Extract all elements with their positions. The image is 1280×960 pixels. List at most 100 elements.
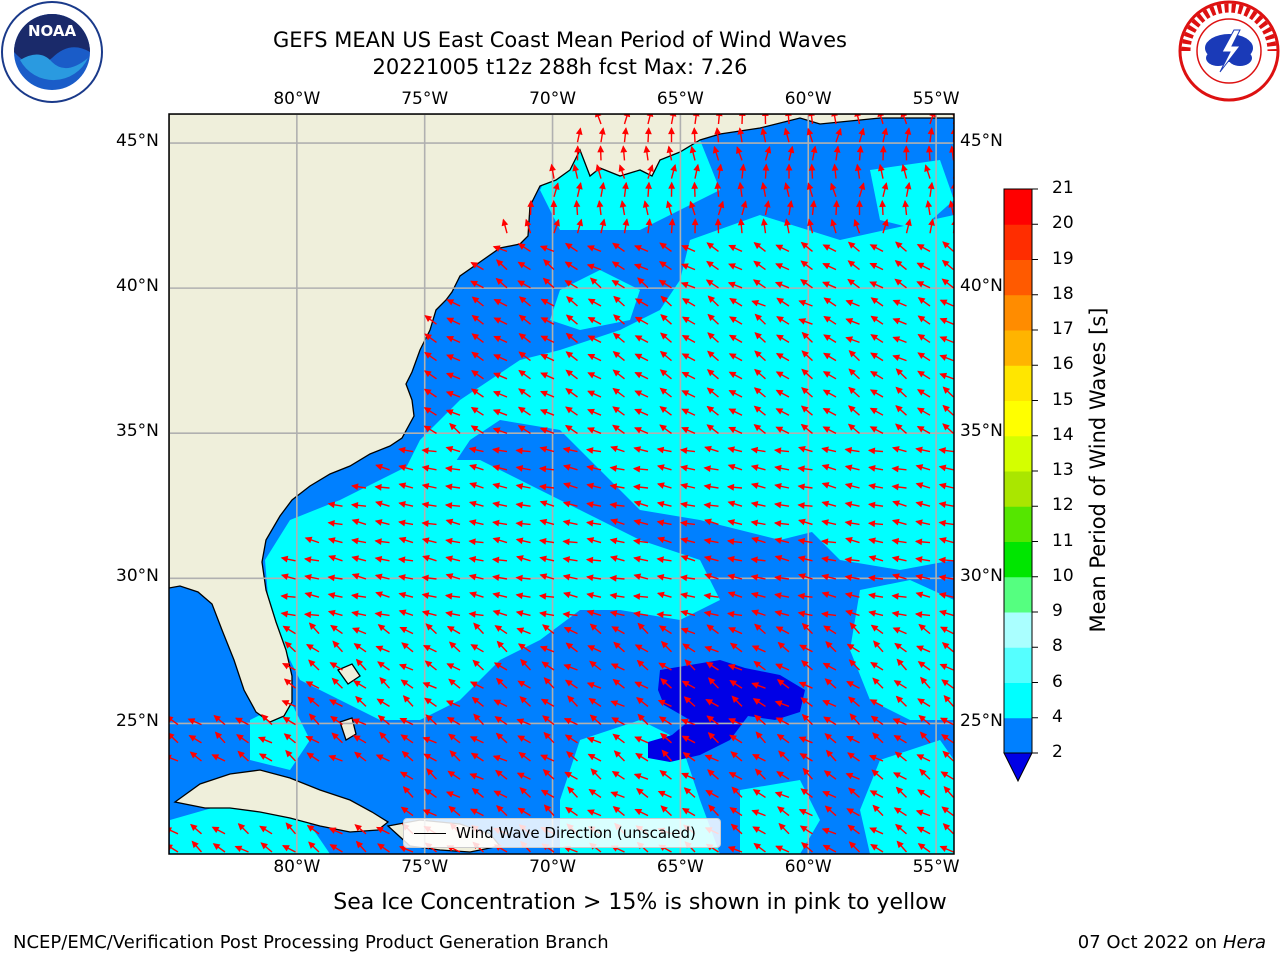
wave-direction-arrowhead bbox=[550, 199, 558, 207]
wave-direction-arrowhead bbox=[470, 280, 478, 288]
wave-direction-arrowhead bbox=[753, 242, 762, 250]
longitude-label-bottom: 60°W bbox=[784, 857, 832, 877]
wave-direction-arrowhead bbox=[703, 483, 712, 491]
wave-direction-arrowhead bbox=[634, 316, 643, 324]
wave-direction-arrowhead bbox=[212, 843, 221, 850]
wave-direction-arrowhead bbox=[421, 592, 430, 599]
wave-direction-arrowhead bbox=[634, 736, 642, 743]
wave-direction-arrowhead bbox=[774, 482, 782, 490]
wave-direction-arrowhead bbox=[610, 663, 619, 670]
wave-direction-arrowhead bbox=[377, 661, 385, 669]
wave-direction-arrowhead bbox=[494, 716, 503, 723]
wave-direction-arrow bbox=[623, 114, 629, 125]
wave-direction-arrow bbox=[670, 114, 675, 125]
wave-direction-arrowhead bbox=[894, 260, 903, 268]
wave-direction-arrowhead bbox=[446, 299, 455, 306]
wave-direction-arrowhead bbox=[895, 423, 903, 431]
wave-direction-arrowhead bbox=[401, 750, 410, 759]
latitude-label-right: 40°N bbox=[960, 276, 1003, 297]
wave-direction-arrow bbox=[810, 114, 814, 125]
wave-direction-arrowhead bbox=[871, 769, 879, 777]
wave-direction-arrowhead bbox=[329, 844, 338, 851]
wave-direction-arrowhead bbox=[740, 200, 748, 209]
colorbar-tick-label: 19 bbox=[1052, 248, 1074, 269]
wave-direction-arrowhead bbox=[564, 261, 573, 269]
wave-direction-arrowhead bbox=[705, 661, 714, 669]
wave-direction-arrowhead bbox=[355, 695, 363, 704]
wave-direction-arrowhead bbox=[714, 181, 722, 190]
wave-direction-arrowhead bbox=[588, 788, 597, 796]
wave-direction-arrowhead bbox=[444, 502, 453, 509]
wave-direction-arrowhead bbox=[590, 768, 598, 776]
wave-direction-arrowhead bbox=[680, 537, 689, 544]
wave-direction-arrow bbox=[856, 114, 861, 125]
wave-direction-arrowhead bbox=[492, 464, 500, 472]
wave-direction-arrowhead bbox=[398, 482, 407, 490]
wave-direction-arrowhead bbox=[728, 426, 737, 434]
wave-direction-arrowhead bbox=[916, 407, 925, 415]
wave-direction-arrowhead bbox=[538, 592, 547, 600]
wave-direction-arrowhead bbox=[776, 316, 784, 323]
wave-direction-arrowhead bbox=[679, 447, 688, 454]
wave-direction-arrowhead bbox=[915, 591, 924, 599]
wave-direction-arrowhead bbox=[681, 335, 690, 342]
wave-direction-arrowhead bbox=[355, 658, 364, 667]
wave-direction-arrowhead bbox=[801, 660, 809, 668]
wave-direction-arrowhead bbox=[941, 806, 950, 814]
wave-direction-arrowhead bbox=[445, 390, 454, 398]
wave-direction-arrowhead bbox=[689, 145, 697, 154]
wave-direction-arrowhead bbox=[562, 519, 571, 527]
wave-direction-arrowhead bbox=[493, 662, 502, 669]
wave-direction-arrowhead bbox=[495, 677, 504, 686]
wave-direction-arrowhead bbox=[610, 791, 619, 798]
wave-direction-arrowhead bbox=[938, 592, 947, 599]
wave-direction-arrowhead bbox=[941, 734, 949, 741]
wave-direction-arrowhead bbox=[682, 643, 691, 651]
wave-direction-arrowhead bbox=[423, 407, 432, 414]
wave-direction-arrowhead bbox=[424, 351, 432, 359]
wave-direction-arrowhead bbox=[821, 591, 830, 598]
wave-direction-arrowhead bbox=[660, 732, 668, 741]
wave-direction-arrowhead bbox=[914, 538, 923, 546]
wave-direction-arrowhead bbox=[939, 354, 948, 361]
wave-direction-arrowhead bbox=[260, 842, 268, 850]
wave-direction-arrowhead bbox=[727, 664, 736, 671]
colorbar-segment bbox=[1004, 330, 1032, 366]
wave-direction-arrowhead bbox=[847, 423, 856, 431]
wave-direction-arrowhead bbox=[612, 242, 620, 250]
wave-direction-arrowhead bbox=[398, 519, 406, 527]
wave-direction-arrowhead bbox=[752, 279, 761, 287]
wave-direction-arrowhead bbox=[778, 750, 786, 758]
wave-direction-arrowhead bbox=[777, 806, 785, 814]
wave-direction-arrowhead bbox=[831, 114, 838, 117]
wave-direction-arrowhead bbox=[846, 681, 854, 688]
wave-direction-arrowhead bbox=[727, 446, 735, 453]
wave-direction-arrowhead bbox=[801, 842, 809, 850]
wave-direction-arrowhead bbox=[751, 645, 760, 652]
wave-direction-arrowhead bbox=[539, 537, 547, 545]
producer-credit: NCEP/EMC/Verification Post Processing Pr… bbox=[13, 932, 609, 953]
wave-direction-arrowhead bbox=[915, 482, 924, 489]
wave-direction-arrowhead bbox=[425, 623, 433, 631]
wave-direction-arrowhead bbox=[798, 809, 807, 816]
wave-direction-arrow bbox=[169, 717, 179, 726]
wave-direction-arrowhead bbox=[940, 626, 948, 633]
wave-direction-arrowhead bbox=[282, 625, 291, 633]
wave-direction-arrowhead bbox=[798, 736, 807, 743]
wave-direction-arrowhead bbox=[282, 716, 291, 724]
wave-direction-arrowhead bbox=[446, 626, 455, 633]
wave-direction-arrowhead bbox=[683, 696, 692, 704]
wave-direction-arrowhead bbox=[754, 623, 762, 631]
wave-direction-arrowhead bbox=[469, 482, 477, 489]
wave-direction-arrowhead bbox=[539, 446, 548, 453]
wave-direction-arrowhead bbox=[658, 279, 667, 287]
wave-direction-arrowhead bbox=[304, 573, 312, 581]
vector-legend: Wind Wave Direction (unscaled) bbox=[403, 818, 721, 848]
wave-direction-arrowhead bbox=[587, 372, 596, 379]
wave-direction-arrowhead bbox=[823, 297, 832, 305]
wave-direction-arrowhead bbox=[786, 200, 794, 208]
wave-direction-arrowhead bbox=[472, 659, 480, 667]
wave-direction-arrowhead bbox=[596, 199, 604, 208]
wave-direction-arrowhead bbox=[870, 315, 879, 323]
wave-direction-arrowhead bbox=[351, 718, 360, 725]
